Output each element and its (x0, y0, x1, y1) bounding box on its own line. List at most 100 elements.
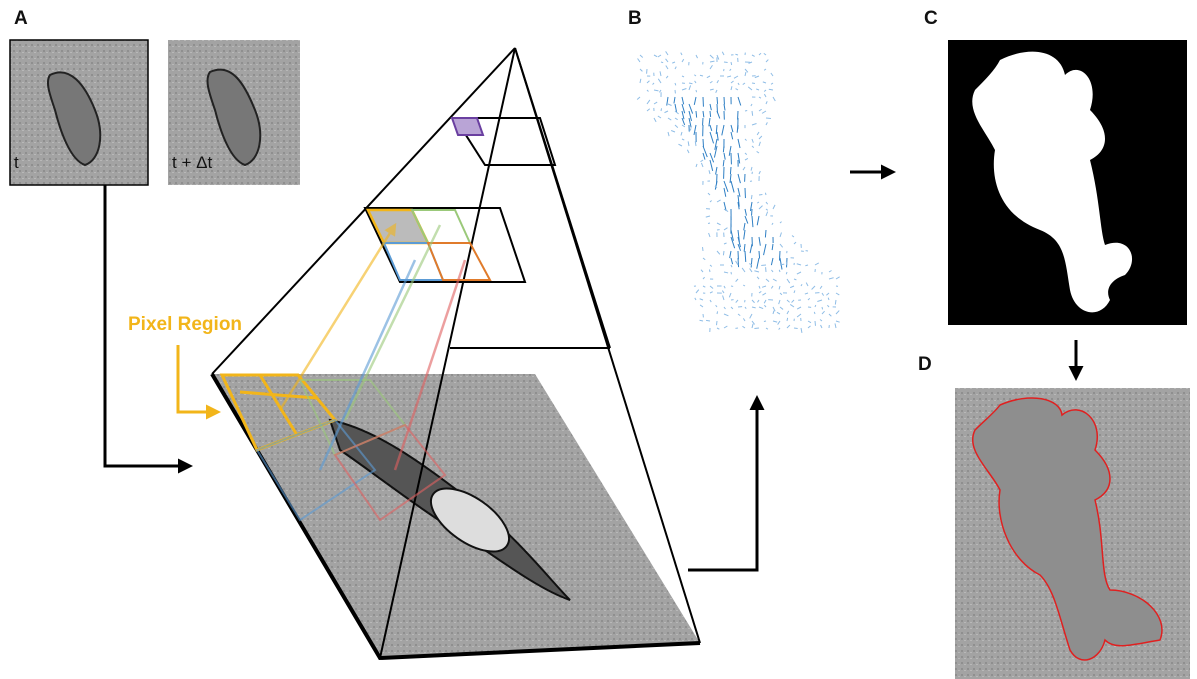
vector (797, 314, 801, 317)
panel-label: B (628, 8, 642, 29)
vector (762, 293, 766, 295)
vector (766, 279, 769, 282)
vector (710, 201, 712, 202)
vector (787, 325, 790, 328)
vector (682, 139, 684, 140)
vector (695, 81, 696, 83)
panel-label: A (14, 8, 28, 29)
vector (762, 286, 766, 287)
vector (805, 265, 808, 266)
vector (717, 111, 720, 118)
vector (724, 228, 727, 230)
vector (703, 111, 704, 117)
vector (706, 320, 710, 321)
annotation-arrow (178, 345, 218, 412)
vector (731, 125, 733, 132)
vector (764, 305, 766, 307)
vector (654, 102, 657, 104)
vector (637, 97, 640, 100)
vector (724, 326, 727, 328)
vector (666, 59, 668, 62)
vector (675, 67, 676, 69)
vector (730, 69, 731, 71)
vector (779, 270, 780, 272)
vector (640, 55, 643, 57)
vector (666, 66, 668, 69)
vector (773, 307, 775, 311)
vector (724, 272, 728, 273)
vector (797, 264, 801, 265)
vector (777, 312, 780, 314)
vector (780, 258, 782, 270)
vector (751, 195, 752, 199)
vector (745, 158, 748, 160)
vector (766, 101, 767, 104)
vector (757, 277, 759, 279)
vector (717, 200, 721, 202)
vector (822, 311, 825, 314)
vector (766, 328, 768, 329)
vector (688, 141, 689, 146)
vector (708, 193, 710, 195)
vector (723, 251, 724, 255)
vector (707, 76, 710, 78)
vector (765, 193, 766, 195)
vector (757, 300, 759, 302)
vector (780, 222, 782, 223)
vector (717, 251, 720, 254)
frame-label: t + Δt (172, 153, 212, 172)
vector (667, 97, 668, 106)
vector (757, 132, 759, 135)
vector (756, 89, 759, 90)
vector (658, 116, 661, 118)
top-cell (452, 118, 483, 135)
vector (709, 270, 710, 272)
vector (764, 90, 766, 92)
vector (743, 83, 745, 85)
vector (659, 90, 661, 92)
vector (759, 97, 761, 98)
vector (815, 263, 819, 265)
vector (722, 52, 724, 55)
vector (672, 62, 675, 63)
vector (724, 153, 725, 160)
vector (731, 265, 732, 267)
vector (757, 151, 759, 153)
vector (771, 258, 773, 265)
vector (757, 258, 759, 269)
vector (668, 104, 672, 105)
vector (658, 79, 661, 83)
vector (731, 86, 732, 90)
vector (703, 258, 705, 260)
vector (787, 318, 788, 321)
vector (786, 262, 787, 265)
vector (787, 279, 790, 283)
vector (752, 55, 755, 56)
vector (703, 153, 705, 160)
vector (771, 286, 773, 288)
vector (752, 324, 753, 328)
vector (703, 277, 705, 279)
vector (717, 223, 721, 225)
vector (647, 100, 650, 104)
vector (675, 125, 678, 128)
vector (757, 216, 759, 225)
vector (647, 90, 648, 92)
vector (821, 325, 822, 328)
vector (744, 244, 745, 252)
vector (647, 109, 650, 111)
arrow (688, 398, 757, 570)
vector (700, 299, 703, 300)
vector (724, 243, 727, 244)
vector (745, 209, 746, 216)
vector (836, 277, 840, 279)
vector (779, 328, 780, 330)
vector (779, 300, 780, 304)
vector (710, 132, 714, 143)
vector (780, 244, 783, 247)
vector (710, 265, 712, 267)
vector (797, 272, 801, 274)
vector (710, 104, 711, 110)
vector (710, 81, 712, 83)
vector (682, 125, 685, 127)
